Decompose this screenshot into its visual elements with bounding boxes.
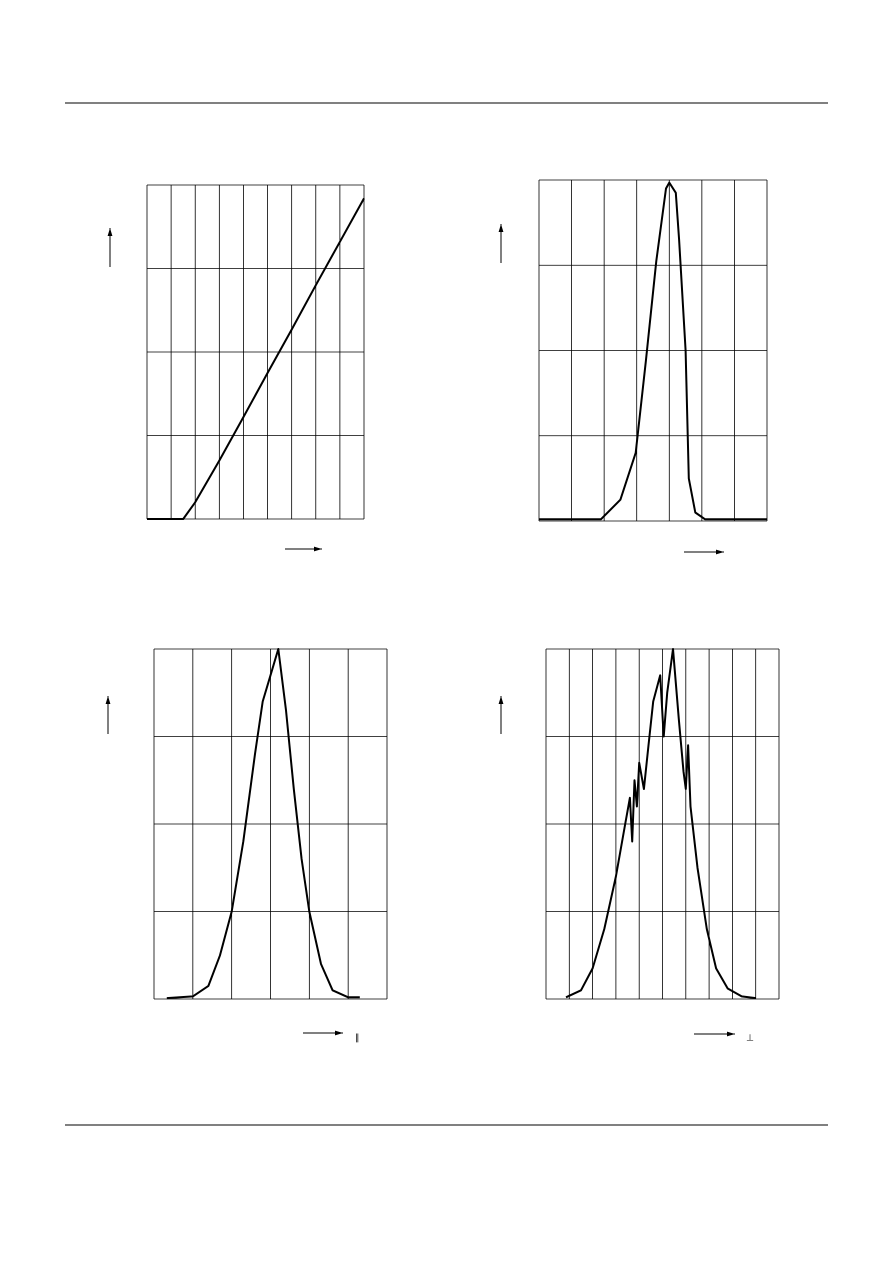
data-line [565,648,756,1000]
data-line [166,648,360,1000]
data-line [147,197,365,520]
data-line [539,181,767,521]
axis-arrows [105,224,735,1037]
x-label: ⊥ [746,1034,754,1044]
x-label: ∥ [355,1034,360,1044]
